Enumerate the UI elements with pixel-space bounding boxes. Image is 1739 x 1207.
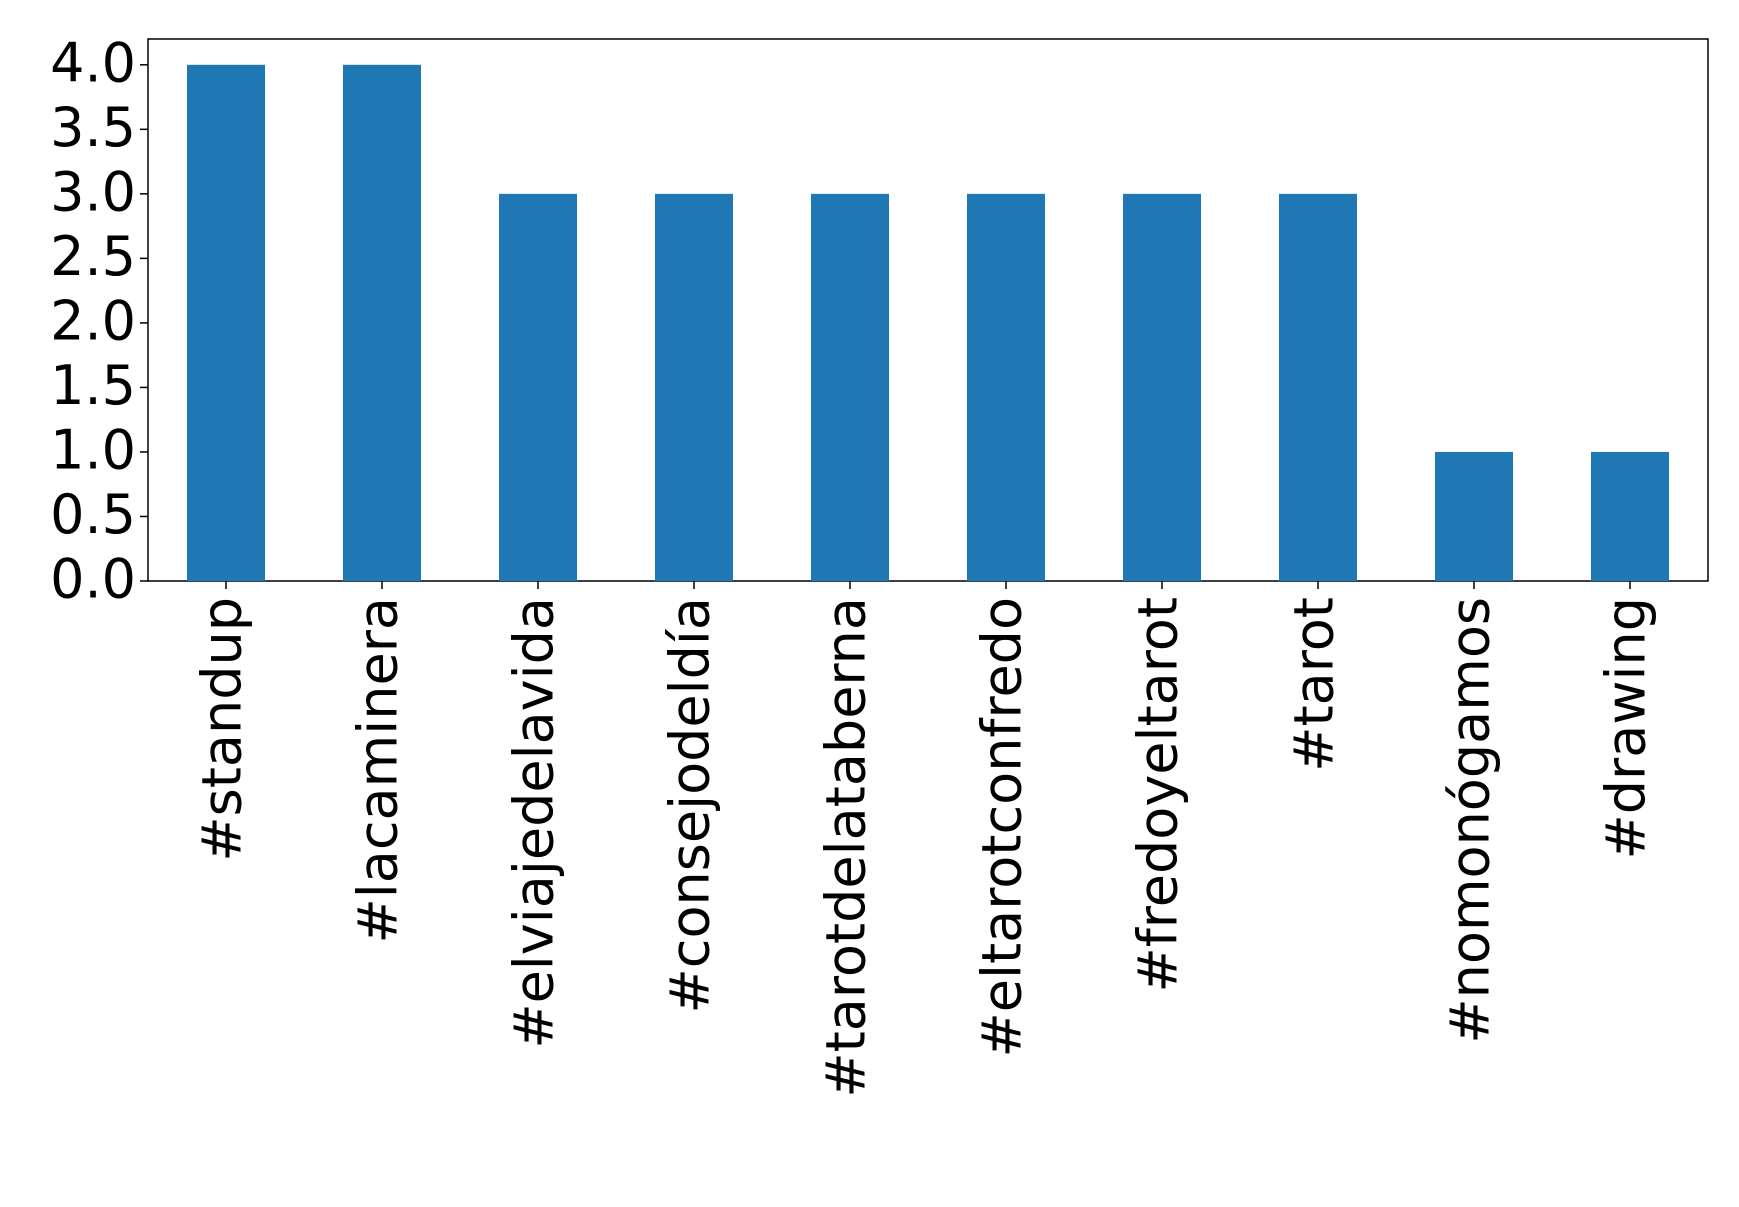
bar — [655, 193, 733, 581]
x-tick-label: #nomonógamos — [1439, 597, 1502, 1044]
y-tick-label: 2.0 — [50, 290, 136, 353]
bar — [499, 193, 577, 581]
bar — [967, 193, 1045, 581]
bar — [343, 64, 421, 582]
y-tick-label: 3.5 — [50, 96, 136, 159]
x-tick-label: #tarotdelataberna — [815, 597, 878, 1098]
bar — [1123, 193, 1201, 581]
x-tick-label: #tarot — [1283, 597, 1346, 772]
y-tick-label: 4.0 — [50, 31, 136, 94]
bar — [1279, 193, 1357, 581]
x-tick-label: #eltarotconfredo — [971, 597, 1034, 1057]
x-tick-label: #elviajedelavida — [503, 597, 566, 1049]
x-tick-label: #consejodeldía — [659, 597, 722, 1013]
x-tick-label: #drawing — [1595, 597, 1658, 860]
bar — [1435, 451, 1513, 581]
y-tick-label: 2.5 — [50, 225, 136, 288]
y-tick-label: 1.5 — [50, 354, 136, 417]
y-tick-label: 0.0 — [50, 548, 136, 611]
x-tick-label: #lacaminera — [347, 597, 410, 943]
plot-frame — [147, 38, 1709, 582]
y-tick-label: 3.0 — [50, 160, 136, 223]
x-tick-label: #fredoyeltarot — [1127, 597, 1190, 992]
y-tick-label: 0.5 — [50, 483, 136, 546]
bar — [1591, 451, 1669, 581]
bar — [187, 64, 265, 582]
x-tick-label: #standup — [191, 597, 254, 862]
bar — [811, 193, 889, 581]
y-tick-label: 1.0 — [50, 419, 136, 482]
